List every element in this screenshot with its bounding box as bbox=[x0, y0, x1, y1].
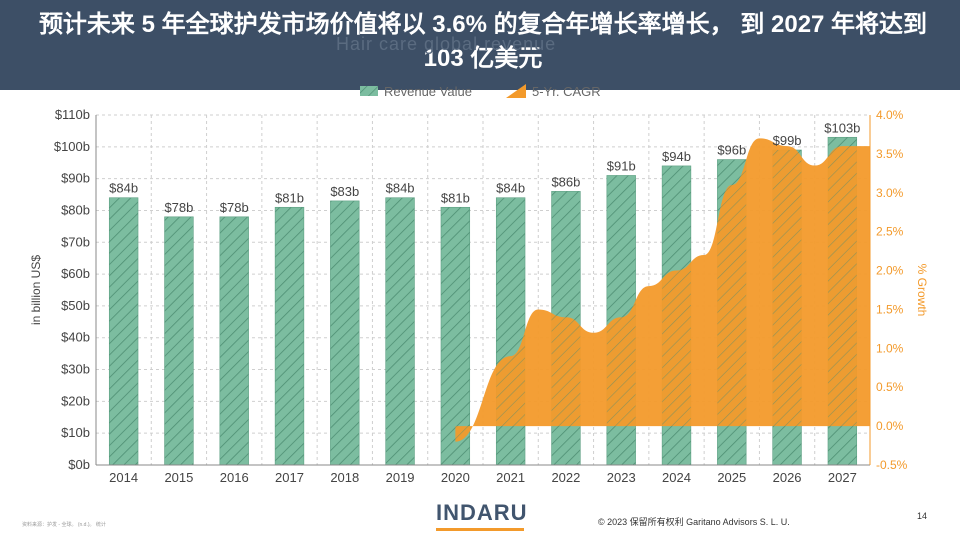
y2-tick-label: 0.0% bbox=[876, 419, 904, 433]
bar-value-label: $94b bbox=[662, 149, 691, 164]
bar-value-label: $78b bbox=[164, 200, 193, 215]
logo-accent-bar bbox=[436, 528, 524, 531]
y2-tick-label: 2.5% bbox=[876, 225, 904, 239]
page-number: 14 bbox=[917, 511, 928, 521]
y-tick-label: $80b bbox=[61, 202, 90, 217]
bar-value-label: $86b bbox=[551, 174, 580, 189]
y-tick-label: $10b bbox=[61, 425, 90, 440]
x-tick-label: 2025 bbox=[717, 470, 746, 485]
x-tick-label: 2024 bbox=[662, 470, 691, 485]
x-tick-label: 2019 bbox=[386, 470, 415, 485]
y-tick-label: $20b bbox=[61, 393, 90, 408]
indaru-logo: INDARU bbox=[436, 500, 528, 525]
x-tick-label: 2021 bbox=[496, 470, 525, 485]
revenue-bar-hatch-overlay bbox=[662, 165, 691, 465]
revenue-cagr-chart: $0b $10b $20b $30b $40b $50b $60b $70b $80b $90b $… bbox=[29, 84, 929, 485]
bar-value-label: $84b bbox=[109, 181, 138, 196]
y-tick-label: $40b bbox=[61, 330, 90, 345]
y-axis-title: in billion US$ bbox=[29, 255, 43, 325]
y2-tick-label: 0.5% bbox=[876, 380, 904, 394]
chart-ghost-title: Hair care global revenue bbox=[336, 34, 557, 54]
y2-tick-label: 3.0% bbox=[876, 186, 904, 200]
x-tick-label: 2022 bbox=[551, 470, 580, 485]
revenue-bar-hatch-overlay bbox=[219, 216, 249, 465]
y-tick-label: $70b bbox=[61, 234, 90, 249]
x-tick-label: 2014 bbox=[109, 470, 138, 485]
x-tick-label: 2027 bbox=[828, 470, 857, 485]
y2-tick-label: -0.5% bbox=[876, 458, 908, 472]
y2-tick-label: 1.0% bbox=[876, 341, 904, 355]
y-tick-label: $50b bbox=[61, 298, 90, 313]
bar-value-label: $83b bbox=[330, 184, 359, 199]
y-tick-label: $30b bbox=[61, 362, 90, 377]
x-tick-label: 2017 bbox=[275, 470, 304, 485]
y-tick-label: $110b bbox=[55, 107, 90, 122]
bar-value-label: $99b bbox=[773, 133, 802, 148]
legend-swatch-cagr bbox=[506, 84, 526, 98]
bar-value-label: $84b bbox=[496, 181, 525, 196]
x-tick-label: 2026 bbox=[773, 470, 802, 485]
x-tick-label: 2015 bbox=[164, 470, 193, 485]
y-tick-label: $60b bbox=[61, 266, 90, 281]
revenue-bar-hatch-overlay bbox=[496, 197, 526, 465]
bar-value-label: $78b bbox=[220, 200, 249, 215]
y2-tick-label: 2.0% bbox=[876, 264, 904, 278]
revenue-bar-hatch-overlay bbox=[772, 150, 802, 465]
slide-title: 预计未来 5 年全球护发市场价值将以 3.6% 的复合年增长率增长， 到 202… bbox=[38, 11, 928, 72]
y-tick-label: $0b bbox=[68, 457, 90, 472]
revenue-bar-hatch-overlay bbox=[606, 175, 636, 466]
revenue-bar-hatch-overlay bbox=[717, 159, 747, 465]
revenue-bar-hatch-overlay bbox=[551, 191, 581, 465]
y2-tick-label: 3.5% bbox=[876, 147, 904, 161]
revenue-bar-hatch-overlay bbox=[440, 207, 470, 466]
bar-value-label: $103b bbox=[824, 120, 860, 135]
copyright-text: © 2023 保留所有权利 Garitano Advisors S. L. U. bbox=[598, 517, 790, 527]
y2-axis-title: % Growth bbox=[915, 264, 929, 317]
revenue-bar-hatch-overlay bbox=[164, 216, 194, 465]
revenue-bar-hatch-overlay bbox=[109, 197, 139, 465]
bar-value-label: $84b bbox=[386, 181, 415, 196]
x-tick-label: 2020 bbox=[441, 470, 470, 485]
legend-label-revenue: Revenue Value bbox=[384, 84, 472, 99]
x-tick-label: 2023 bbox=[607, 470, 636, 485]
y-tick-label: $90b bbox=[61, 171, 90, 186]
bar-value-label: $91b bbox=[607, 158, 636, 173]
bar-value-label: $96b bbox=[717, 143, 746, 158]
revenue-bar-hatch-overlay bbox=[275, 207, 304, 466]
bar-value-label: $81b bbox=[275, 190, 304, 205]
y2-tick-label: 1.5% bbox=[876, 302, 904, 316]
source-note: 资料来源：护发 - 全球。 (n.d.)。 统计 bbox=[22, 522, 106, 528]
legend-label-cagr: 5-Yr. CAGR bbox=[532, 84, 601, 99]
y2-tick-label: 4.0% bbox=[876, 108, 904, 122]
revenue-bar-hatch-overlay bbox=[385, 197, 415, 465]
x-tick-label: 2018 bbox=[330, 470, 359, 485]
revenue-bar-hatch-overlay bbox=[330, 200, 360, 465]
title-banner: 预计未来 5 年全球护发市场价值将以 3.6% 的复合年增长率增长， 到 202… bbox=[0, 0, 960, 90]
x-tick-label: 2016 bbox=[220, 470, 249, 485]
legend-swatch-revenue bbox=[360, 86, 378, 96]
bar-value-label: $81b bbox=[441, 190, 470, 205]
revenue-bar-hatch-overlay bbox=[827, 137, 857, 466]
y-tick-label: $100b bbox=[54, 139, 90, 154]
